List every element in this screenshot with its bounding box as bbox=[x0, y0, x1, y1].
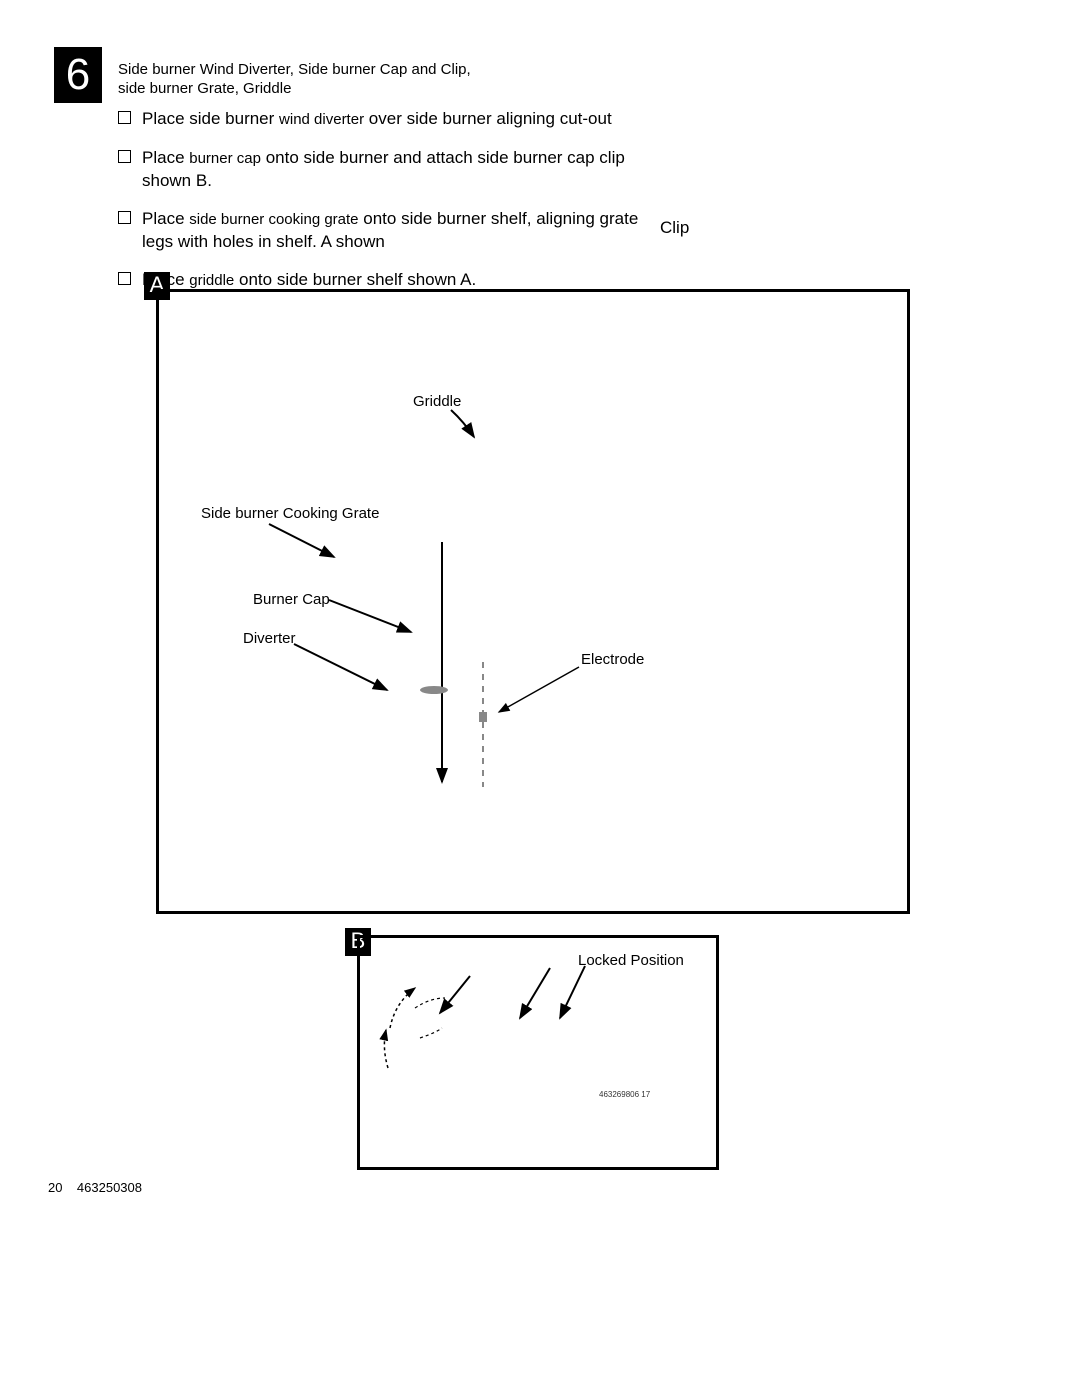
instr2-bold: burner cap bbox=[189, 150, 261, 167]
diagram-b: Locked Position 463269806 17 bbox=[357, 935, 719, 1170]
instruction-3: Place side burner cooking grate onto sid… bbox=[118, 208, 658, 253]
tiny-code: 463269806 17 bbox=[599, 1090, 650, 1099]
instr1-post: over side burner aligning cut-out bbox=[364, 109, 612, 128]
diagram-b-arrows bbox=[360, 938, 722, 1173]
instruction-2: Place burner cap onto side burner and at… bbox=[118, 147, 658, 192]
instr3-bold: side burner cooking grate bbox=[189, 211, 358, 228]
instr1-bold: wind diverter bbox=[279, 111, 364, 128]
instr4-post: onto side burner shelf shown A. bbox=[234, 270, 476, 289]
checkbox-icon bbox=[118, 211, 131, 224]
instr2-pre: Place bbox=[142, 148, 189, 167]
step-heading: Side burner Wind Diverter, Side burner C… bbox=[118, 60, 471, 98]
checkbox-icon bbox=[118, 272, 131, 285]
instruction-list: Place side burner wind diverter over sid… bbox=[118, 108, 658, 308]
doc-code: 463250308 bbox=[77, 1180, 142, 1195]
step-number: 6 bbox=[66, 50, 90, 99]
instruction-1: Place side burner wind diverter over sid… bbox=[118, 108, 658, 131]
instr1-pre: Place side burner bbox=[142, 109, 279, 128]
page-number: 20 bbox=[48, 1180, 62, 1195]
step-number-badge: 6 bbox=[54, 47, 102, 103]
page-footer: 20 463250308 bbox=[48, 1180, 142, 1195]
diagram-a: Griddle Side burner Cooking Grate Burner… bbox=[156, 289, 910, 914]
instr3-pre: Place bbox=[142, 209, 189, 228]
heading-line2: side burner Grate, Griddle bbox=[118, 79, 471, 98]
diagram-a-arrows bbox=[159, 292, 913, 917]
instr4-bold: griddle bbox=[189, 272, 234, 289]
clip-label: Clip bbox=[660, 218, 689, 238]
heading-line1: Side burner Wind Diverter, Side burner C… bbox=[118, 60, 471, 79]
checkbox-icon bbox=[118, 150, 131, 163]
checkbox-icon bbox=[118, 111, 131, 124]
